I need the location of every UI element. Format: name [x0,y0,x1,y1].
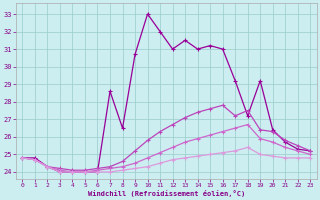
X-axis label: Windchill (Refroidissement éolien,°C): Windchill (Refroidissement éolien,°C) [88,190,245,197]
